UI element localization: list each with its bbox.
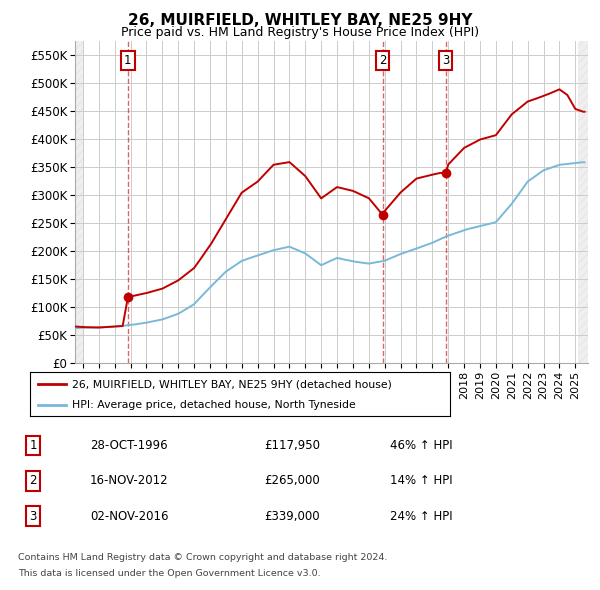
Text: 3: 3 [442,54,449,67]
Text: 1: 1 [124,54,131,67]
Bar [578,41,588,363]
Text: 46% ↑ HPI: 46% ↑ HPI [390,439,452,452]
Text: £265,000: £265,000 [264,474,320,487]
Text: 28-OCT-1996: 28-OCT-1996 [90,439,167,452]
Text: 1: 1 [29,439,37,452]
Text: 24% ↑ HPI: 24% ↑ HPI [390,510,452,523]
Text: Contains HM Land Registry data © Crown copyright and database right 2024.: Contains HM Land Registry data © Crown c… [18,553,388,562]
Text: 02-NOV-2016: 02-NOV-2016 [90,510,169,523]
Text: 14% ↑ HPI: 14% ↑ HPI [390,474,452,487]
Text: 26, MUIRFIELD, WHITLEY BAY, NE25 9HY (detached house): 26, MUIRFIELD, WHITLEY BAY, NE25 9HY (de… [72,379,392,389]
Text: Price paid vs. HM Land Registry's House Price Index (HPI): Price paid vs. HM Land Registry's House … [121,26,479,39]
Text: 26, MUIRFIELD, WHITLEY BAY, NE25 9HY: 26, MUIRFIELD, WHITLEY BAY, NE25 9HY [128,13,472,28]
Text: 2: 2 [379,54,386,67]
Text: £117,950: £117,950 [264,439,320,452]
Text: £339,000: £339,000 [264,510,320,523]
Bar [75,41,83,363]
Text: This data is licensed under the Open Government Licence v3.0.: This data is licensed under the Open Gov… [18,569,320,578]
Text: 16-NOV-2012: 16-NOV-2012 [90,474,169,487]
Text: 3: 3 [29,510,37,523]
Text: 2: 2 [29,474,37,487]
Text: HPI: Average price, detached house, North Tyneside: HPI: Average price, detached house, Nort… [72,400,356,410]
